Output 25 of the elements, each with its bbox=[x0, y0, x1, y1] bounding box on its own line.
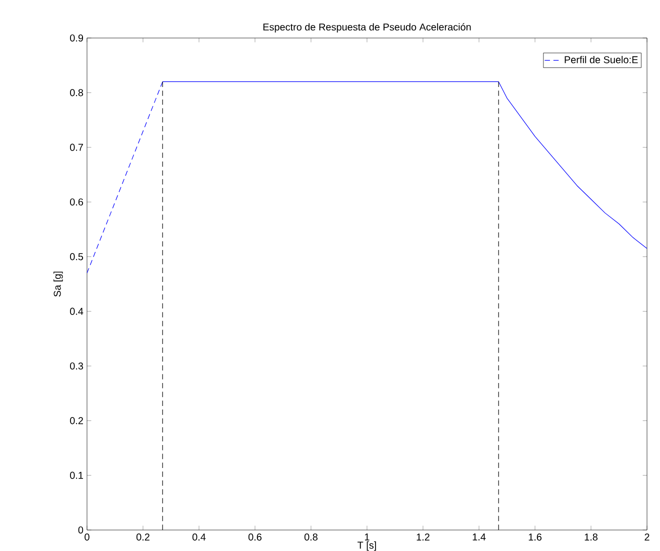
y-tick-label: 0 bbox=[78, 526, 84, 534]
legend-label: Perfil de Suelo:E bbox=[564, 56, 638, 64]
x-axis-title: T [s] bbox=[358, 541, 376, 551]
y-tick-label: 0.5 bbox=[70, 253, 84, 260]
x-tick-label: 1 bbox=[365, 534, 370, 540]
y-axis-title: Sa [g] bbox=[54, 272, 63, 297]
x-tick-label: 1.2 bbox=[416, 534, 430, 540]
x-tick-label: 0.2 bbox=[136, 534, 150, 541]
x-tick-label: 0 bbox=[84, 534, 90, 541]
x-tick-label: 0.6 bbox=[248, 534, 262, 541]
x-tick-label: 0.8 bbox=[304, 534, 318, 541]
y-tick-label: 0.3 bbox=[70, 362, 84, 370]
x-tick-label: 1.4 bbox=[472, 534, 486, 540]
y-tick-label: 0.2 bbox=[70, 417, 83, 424]
y-tick-label: 0.9 bbox=[70, 34, 84, 42]
y-tick-label: 0.6 bbox=[70, 198, 84, 206]
y-tick-label: 0.1 bbox=[70, 472, 83, 479]
x-tick-label: 0.4 bbox=[192, 534, 206, 541]
y-tick-label: 0.4 bbox=[70, 308, 84, 315]
x-tick-label: 2 bbox=[644, 534, 650, 540]
y-tick-label: 0.7 bbox=[70, 144, 83, 151]
x-tick-label: 1.6 bbox=[528, 534, 542, 541]
y-tick-label: 0.8 bbox=[70, 89, 84, 96]
chart-title: Espectro de Respuesta de Pseudo Aceleración bbox=[263, 23, 471, 32]
x-tick-label: 1.8 bbox=[584, 534, 598, 541]
